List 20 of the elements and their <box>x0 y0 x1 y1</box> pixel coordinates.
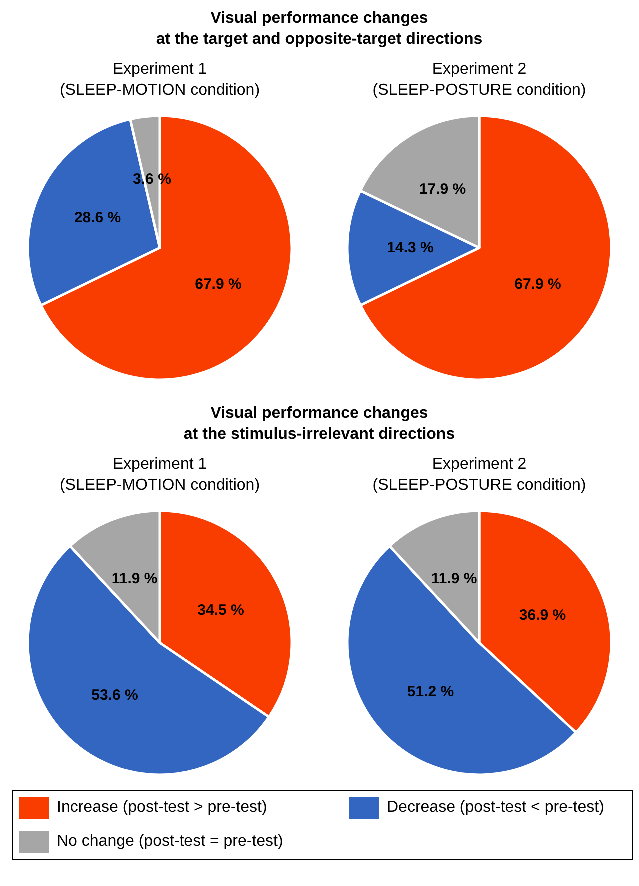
data-label: 34.5 % <box>198 602 244 620</box>
legend-label: No change (post-test = pre-test) <box>57 833 284 851</box>
data-label: 53.6 % <box>92 686 138 704</box>
data-label: 67.9 % <box>195 276 242 294</box>
text: Visual performance changes at the stimulus-irrelevant directions <box>182 404 456 445</box>
data-label: 11.9 % <box>431 570 478 588</box>
data-label: 67.9 % <box>514 276 562 294</box>
legend-label: Increase (post-test > pre-test) <box>57 799 268 817</box>
data-label: 28.6 % <box>74 210 122 227</box>
data-label: 51.2 % <box>407 683 454 700</box>
chart-title: Experiment 1 (SLEEP-MOTION condition) <box>60 456 260 494</box>
chart-title: Experiment 1 (SLEEP-MOTION condition) <box>60 61 260 99</box>
data-label: 17.9 % <box>419 181 466 198</box>
data-label: 11.9 % <box>112 570 158 588</box>
data-label: 36.9 % <box>519 606 566 624</box>
legend-label: Decrease (post-test < pre-test) <box>387 799 604 817</box>
chart-title: Experiment 2 (SLEEP-POSTURE condition) <box>372 61 586 99</box>
text: Visual performance changes at the target and opposite-target directions <box>155 9 484 50</box>
chart-title: Experiment 2 (SLEEP-POSTURE condition) <box>372 456 586 494</box>
data-label: 14.3 % <box>387 240 434 257</box>
